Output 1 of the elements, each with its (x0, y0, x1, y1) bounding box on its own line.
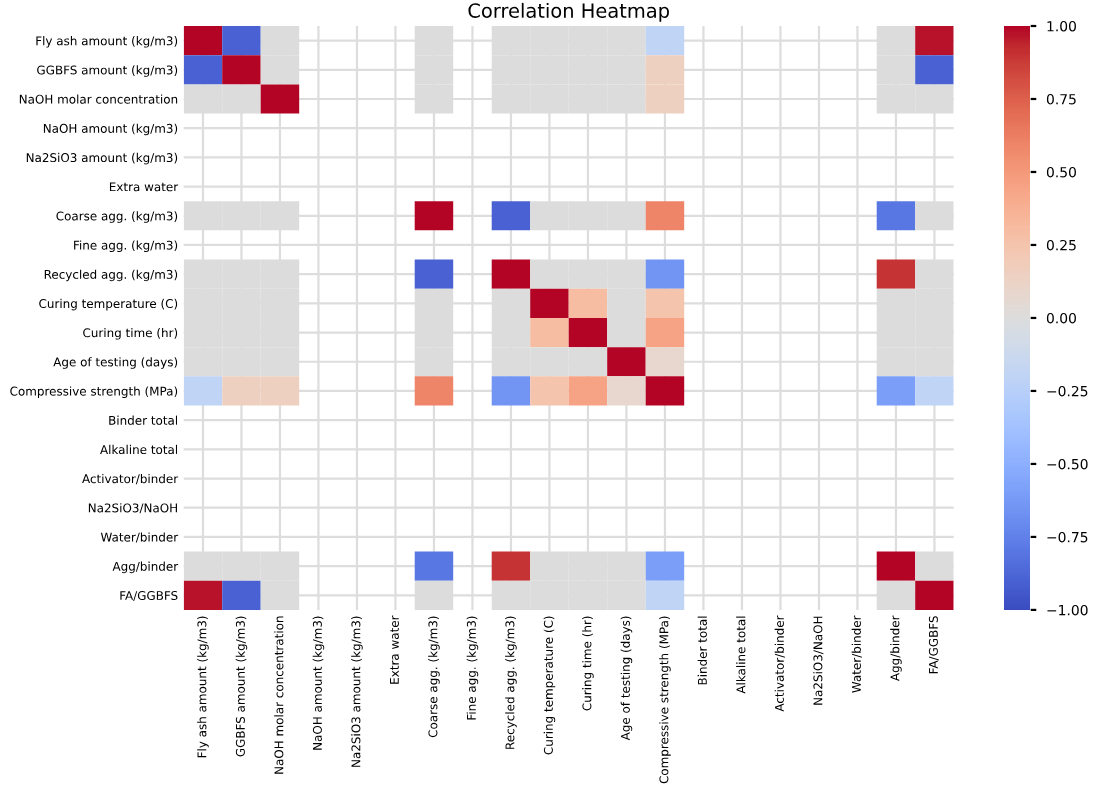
chart-title: Correlation Heatmap (468, 2, 669, 22)
